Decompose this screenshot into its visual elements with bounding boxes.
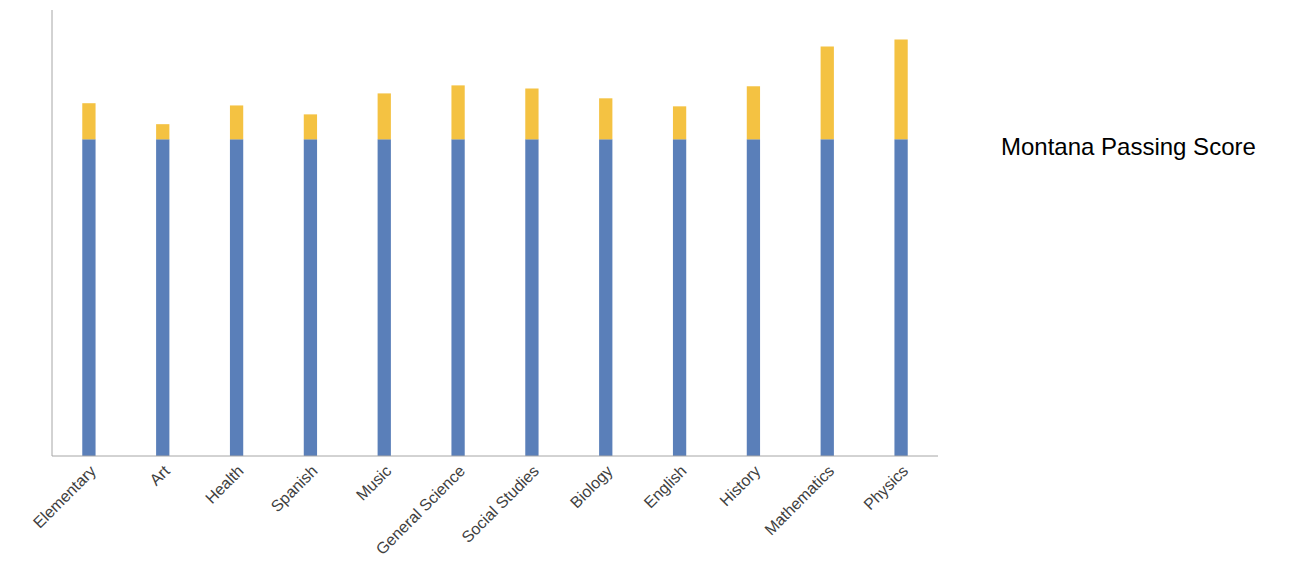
svg-text:History: History bbox=[716, 462, 763, 509]
svg-text:Social Studies: Social Studies bbox=[458, 462, 542, 546]
html-text:Montana Passing Score: Montana Passing Score bbox=[1001, 133, 1256, 160]
svg-text:General Science: General Science bbox=[373, 462, 469, 558]
svg-text:Physics: Physics bbox=[860, 462, 911, 513]
svg-text:Spanish: Spanish bbox=[268, 462, 321, 515]
svg-text:English: English bbox=[641, 462, 690, 511]
svg-text:Health: Health bbox=[202, 462, 247, 507]
svg-text:Biology: Biology bbox=[567, 462, 616, 511]
svg-text:Music: Music bbox=[353, 462, 395, 504]
svg-text:Mathematics: Mathematics bbox=[761, 462, 837, 538]
svg-text:Elementary: Elementary bbox=[30, 462, 99, 531]
svg-text:Art: Art bbox=[146, 462, 173, 489]
